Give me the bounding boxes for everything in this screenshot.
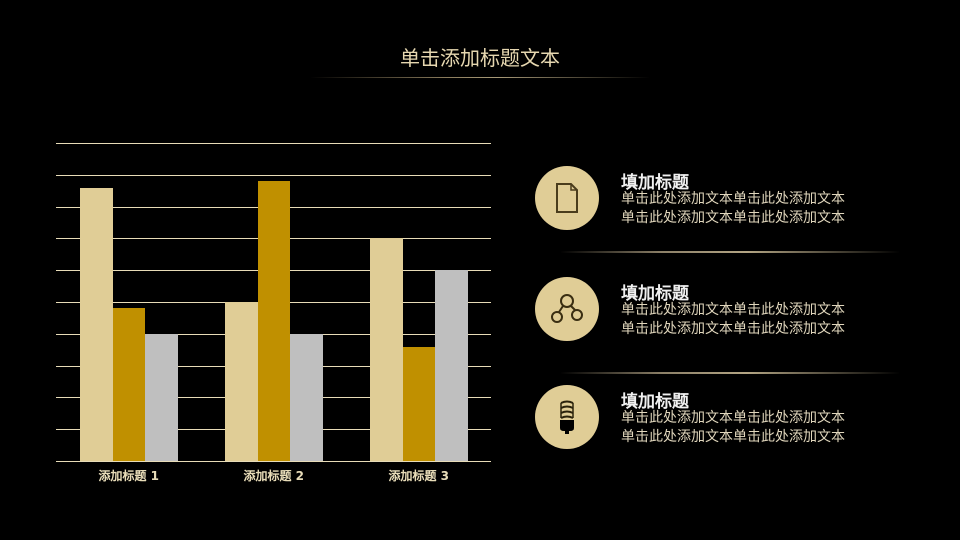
chart-baseline <box>56 461 491 462</box>
bar <box>290 333 323 461</box>
bar <box>257 181 290 461</box>
item-divider <box>560 372 900 374</box>
item-title: 填加标题 <box>621 284 689 304</box>
bar <box>112 308 145 461</box>
item-description: 单击此处添加文本单击此处添加文本 单击此处添加文本单击此处添加文本 <box>621 301 845 339</box>
bar <box>435 270 468 461</box>
item-title: 填加标题 <box>621 392 689 412</box>
x-axis-label: 添加标题 2 <box>243 469 305 483</box>
bar-chart: 添加标题 1 添加标题 2 添加标题 3 <box>56 143 491 483</box>
bar <box>225 302 258 461</box>
bar <box>80 187 113 461</box>
x-axis-label: 添加标题 3 <box>388 469 450 483</box>
icon-circle <box>535 277 599 341</box>
gridline <box>56 143 491 144</box>
title-divider <box>310 77 650 78</box>
bar <box>145 333 178 461</box>
gridline <box>56 174 491 176</box>
item-text-line: 单击此处添加文本单击此处添加文本 <box>621 429 845 445</box>
icon-circle <box>535 385 599 449</box>
network-icon <box>551 294 583 323</box>
item-text-line: 单击此处添加文本单击此处添加文本 <box>621 191 845 207</box>
icon-circle <box>535 166 599 230</box>
item-description: 单击此处添加文本单击此处添加文本 单击此处添加文本单击此处添加文本 <box>621 409 845 447</box>
item-text-line: 单击此处添加文本单击此处添加文本 <box>621 210 845 226</box>
item-text-line: 单击此处添加文本单击此处添加文本 <box>621 410 845 426</box>
item-title: 填加标题 <box>621 173 689 193</box>
x-axis-label: 添加标题 1 <box>98 469 160 483</box>
bar <box>370 238 403 461</box>
feature-item-3: 填加标题 单击此处添加文本单击此处添加文本 单击此处添加文本单击此处添加文本 <box>535 385 915 455</box>
item-text-line: 单击此处添加文本单击此处添加文本 <box>621 302 845 318</box>
bar <box>402 346 435 461</box>
feature-item-1: 填加标题 单击此处添加文本单击此处添加文本 单击此处添加文本单击此处添加文本 <box>535 166 915 236</box>
document-icon <box>556 183 578 213</box>
item-text-line: 单击此处添加文本单击此处添加文本 <box>621 321 845 337</box>
lightbulb-icon <box>560 400 574 434</box>
slide-title: 单击添加标题文本 <box>400 46 560 70</box>
feature-item-2: 填加标题 单击此处添加文本单击此处添加文本 单击此处添加文本单击此处添加文本 <box>535 277 915 347</box>
item-description: 单击此处添加文本单击此处添加文本 单击此处添加文本单击此处添加文本 <box>621 190 845 228</box>
item-divider <box>560 251 900 253</box>
